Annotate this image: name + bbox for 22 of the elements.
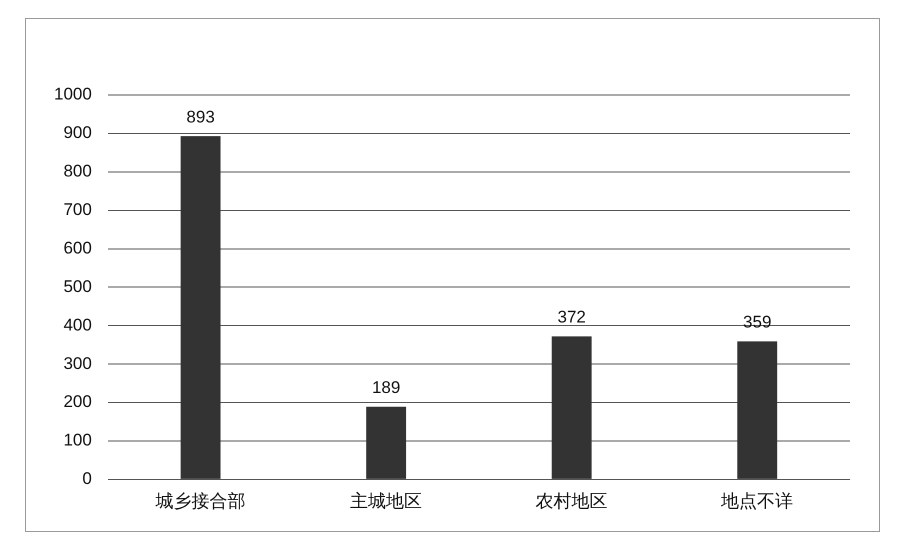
data-label: 893 (186, 107, 215, 126)
x-tick-label: 地点不详 (720, 491, 794, 512)
y-tick-label: 200 (63, 392, 92, 412)
y-tick-label: 900 (63, 123, 92, 142)
y-tick-label: 500 (63, 276, 92, 296)
y-tick-label: 600 (63, 238, 92, 258)
x-tick-label: 农村地区 (536, 491, 608, 512)
y-tick-label: 300 (63, 354, 92, 373)
bar (737, 341, 778, 479)
y-tick-label: 100 (63, 430, 92, 450)
y-tick-label: 800 (63, 162, 92, 181)
y-tick-label: 1000 (54, 84, 92, 104)
x-tick-label: 城乡接合部 (154, 491, 246, 512)
bar (552, 336, 592, 479)
bar (366, 406, 406, 479)
x-tick-label: 主城地区 (350, 491, 422, 512)
data-label: 189 (372, 378, 400, 397)
y-tick-label: 700 (63, 200, 92, 220)
bar (180, 136, 221, 479)
y-tick-label: 0 (82, 469, 92, 488)
data-label: 372 (557, 308, 586, 327)
y-tick-label: 400 (63, 315, 92, 334)
